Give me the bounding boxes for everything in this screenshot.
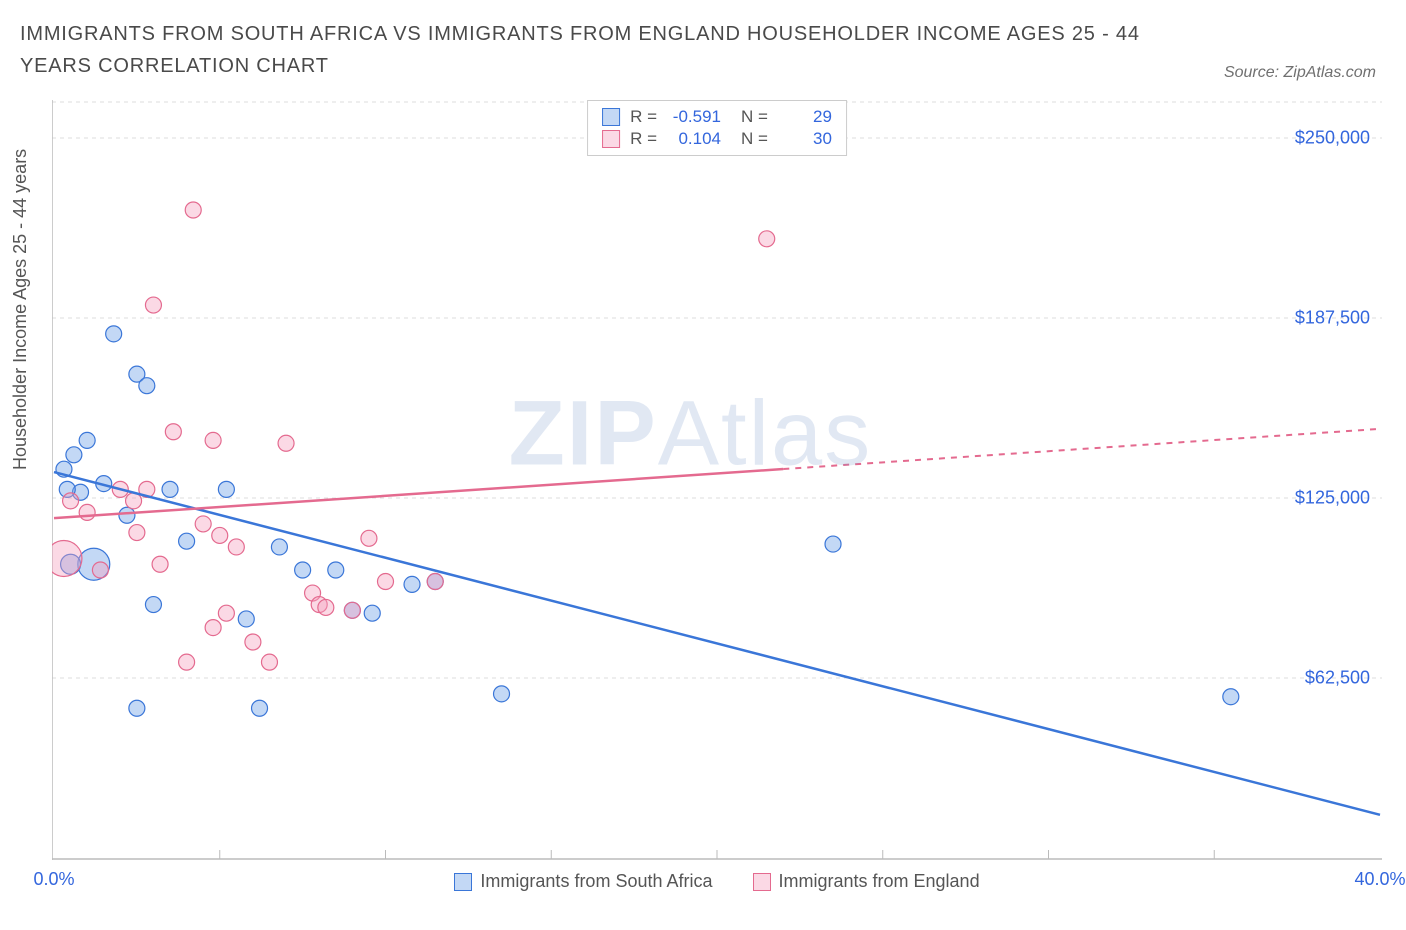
x-tick-label: 0.0% [33, 869, 74, 890]
chart-title: IMMIGRANTS FROM SOUTH AFRICA VS IMMIGRAN… [20, 18, 1160, 82]
legend-swatch [753, 873, 771, 891]
y-tick-label: $62,500 [1305, 668, 1370, 689]
legend-label: Immigrants from England [779, 871, 980, 892]
legend-swatch [454, 873, 472, 891]
x-tick-label: 40.0% [1354, 869, 1405, 890]
plot-svg [52, 100, 1382, 860]
stats-legend-box: R = -0.591 N = 29 R = 0.104 N = 30 [587, 100, 847, 156]
stat-label: R = [630, 129, 657, 149]
legend-swatch [602, 130, 620, 148]
stats-row: R = 0.104 N = 30 [602, 129, 832, 149]
scatter-plot: ZIPAtlas R =-0.591N =29R =0.104N =30 Imm… [52, 100, 1382, 860]
legend-swatch [602, 108, 620, 126]
stat-value: 30 [780, 129, 832, 149]
y-tick-label: $250,000 [1295, 128, 1370, 149]
stat-value: 29 [780, 107, 832, 127]
y-tick-label: $125,000 [1295, 488, 1370, 509]
stat-label: R = [630, 107, 657, 127]
source-label: Source: ZipAtlas.com [1224, 64, 1376, 82]
stats-row: R = -0.591 N = 29 [602, 107, 832, 127]
y-axis-label: Householder Income Ages 25 - 44 years [10, 149, 31, 470]
legend-label: Immigrants from South Africa [480, 871, 712, 892]
stat-value: -0.591 [669, 107, 721, 127]
stat-label: N = [741, 129, 768, 149]
bottom-legend: Immigrants from South Africa Immigrants f… [52, 871, 1382, 892]
stat-label: N = [741, 107, 768, 127]
stat-value: 0.104 [669, 129, 721, 149]
y-tick-label: $187,500 [1295, 308, 1370, 329]
legend-item: Immigrants from South Africa [454, 871, 712, 892]
legend-item: Immigrants from England [753, 871, 980, 892]
